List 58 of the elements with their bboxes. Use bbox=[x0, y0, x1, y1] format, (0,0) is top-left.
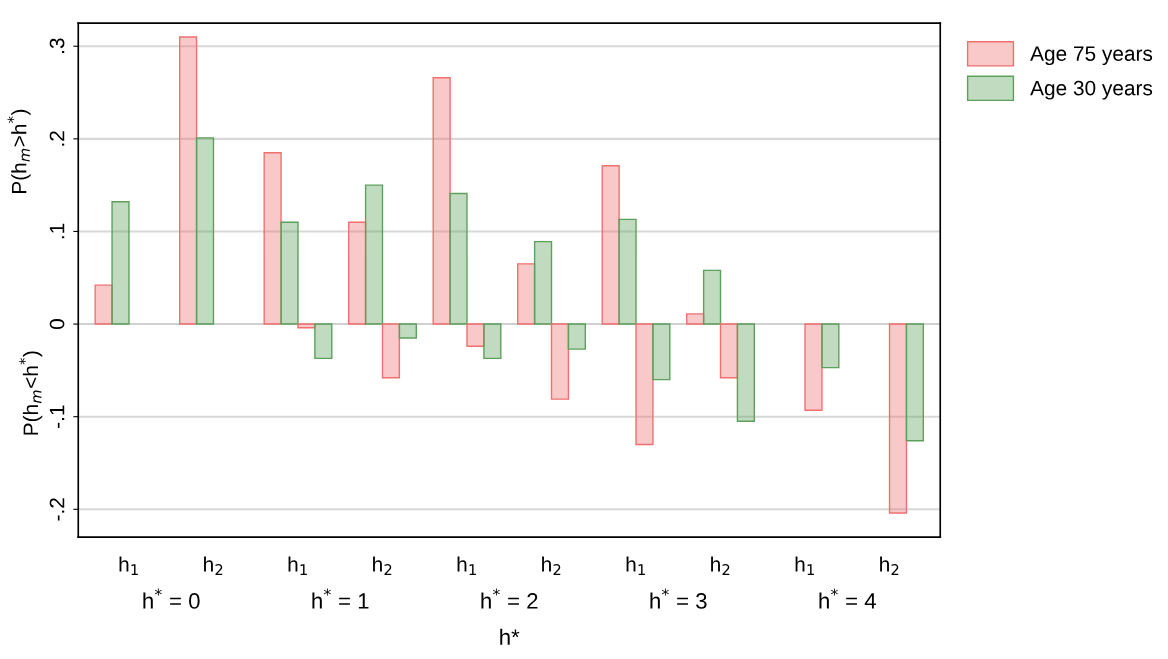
bar bbox=[280, 221, 299, 325]
bar bbox=[347, 221, 367, 325]
bar bbox=[466, 323, 485, 347]
bar bbox=[635, 323, 654, 446]
bar bbox=[381, 323, 401, 379]
bar bbox=[449, 192, 468, 325]
bar bbox=[821, 323, 840, 369]
bar bbox=[550, 323, 570, 400]
bar bbox=[94, 284, 113, 325]
bar bbox=[297, 323, 316, 329]
text: h$^{*}$ = 4 bbox=[819, 588, 876, 609]
x-axis-title: h* bbox=[500, 628, 520, 645]
x-tick-label: h$_{1}$ bbox=[288, 556, 307, 575]
x-tick-label: h$_{1}$ bbox=[795, 556, 814, 575]
text: h$^{*}$ = 2 bbox=[481, 588, 538, 609]
bar bbox=[618, 218, 637, 325]
x-tick-label: h$_{1}$ bbox=[626, 556, 645, 575]
bar bbox=[432, 77, 451, 325]
legend-label: Age 30 years bbox=[1030, 80, 1153, 100]
x-tick-label: h$_{2}$ bbox=[373, 556, 392, 575]
bar bbox=[483, 323, 502, 360]
text: h$^{*}$ = 3 bbox=[650, 588, 707, 609]
bar bbox=[719, 323, 739, 379]
y-tick-label: -.1 bbox=[49, 405, 65, 428]
bar bbox=[111, 201, 130, 325]
y-tick-label: 0 bbox=[49, 319, 65, 330]
bar bbox=[567, 323, 587, 350]
bar bbox=[686, 313, 705, 325]
bar bbox=[601, 164, 620, 325]
legend-label: Age 75 years bbox=[1030, 46, 1153, 66]
bar bbox=[702, 269, 722, 325]
x-tick-label: h$_{2}$ bbox=[711, 556, 730, 575]
bar bbox=[652, 323, 671, 381]
bar bbox=[736, 323, 756, 423]
x-tick-label: h$_{2}$ bbox=[542, 556, 561, 575]
y-tick-label: -.2 bbox=[49, 498, 65, 521]
bar bbox=[804, 323, 823, 411]
bar bbox=[178, 36, 198, 325]
bar bbox=[888, 323, 908, 514]
x-tick-label: h$_{1}$ bbox=[457, 556, 476, 575]
text: h$^{*}$ = 1 bbox=[312, 588, 369, 609]
x-tick-label: h$_{2}$ bbox=[204, 556, 223, 575]
x-tick-label: h$_{1}$ bbox=[119, 556, 138, 575]
x-tick-label: h$_{2}$ bbox=[880, 556, 899, 575]
bar bbox=[195, 137, 215, 325]
y-tick-label: .3 bbox=[49, 38, 65, 53]
y-tick-label: .1 bbox=[49, 223, 65, 239]
bar bbox=[398, 323, 417, 339]
bar bbox=[364, 184, 384, 325]
bar bbox=[533, 240, 553, 325]
y-axis-title: P(h$_{m}$>h$^{*}$) bbox=[7, 109, 31, 193]
bar bbox=[314, 323, 333, 360]
bar bbox=[263, 152, 282, 325]
y-tick-label: .2 bbox=[49, 131, 65, 146]
text: h$^{*}$ = 0 bbox=[143, 588, 200, 609]
bar bbox=[905, 323, 925, 442]
bar bbox=[517, 263, 536, 325]
text: P(h$_{m}$<h$^{*}$) bbox=[19, 351, 43, 435]
